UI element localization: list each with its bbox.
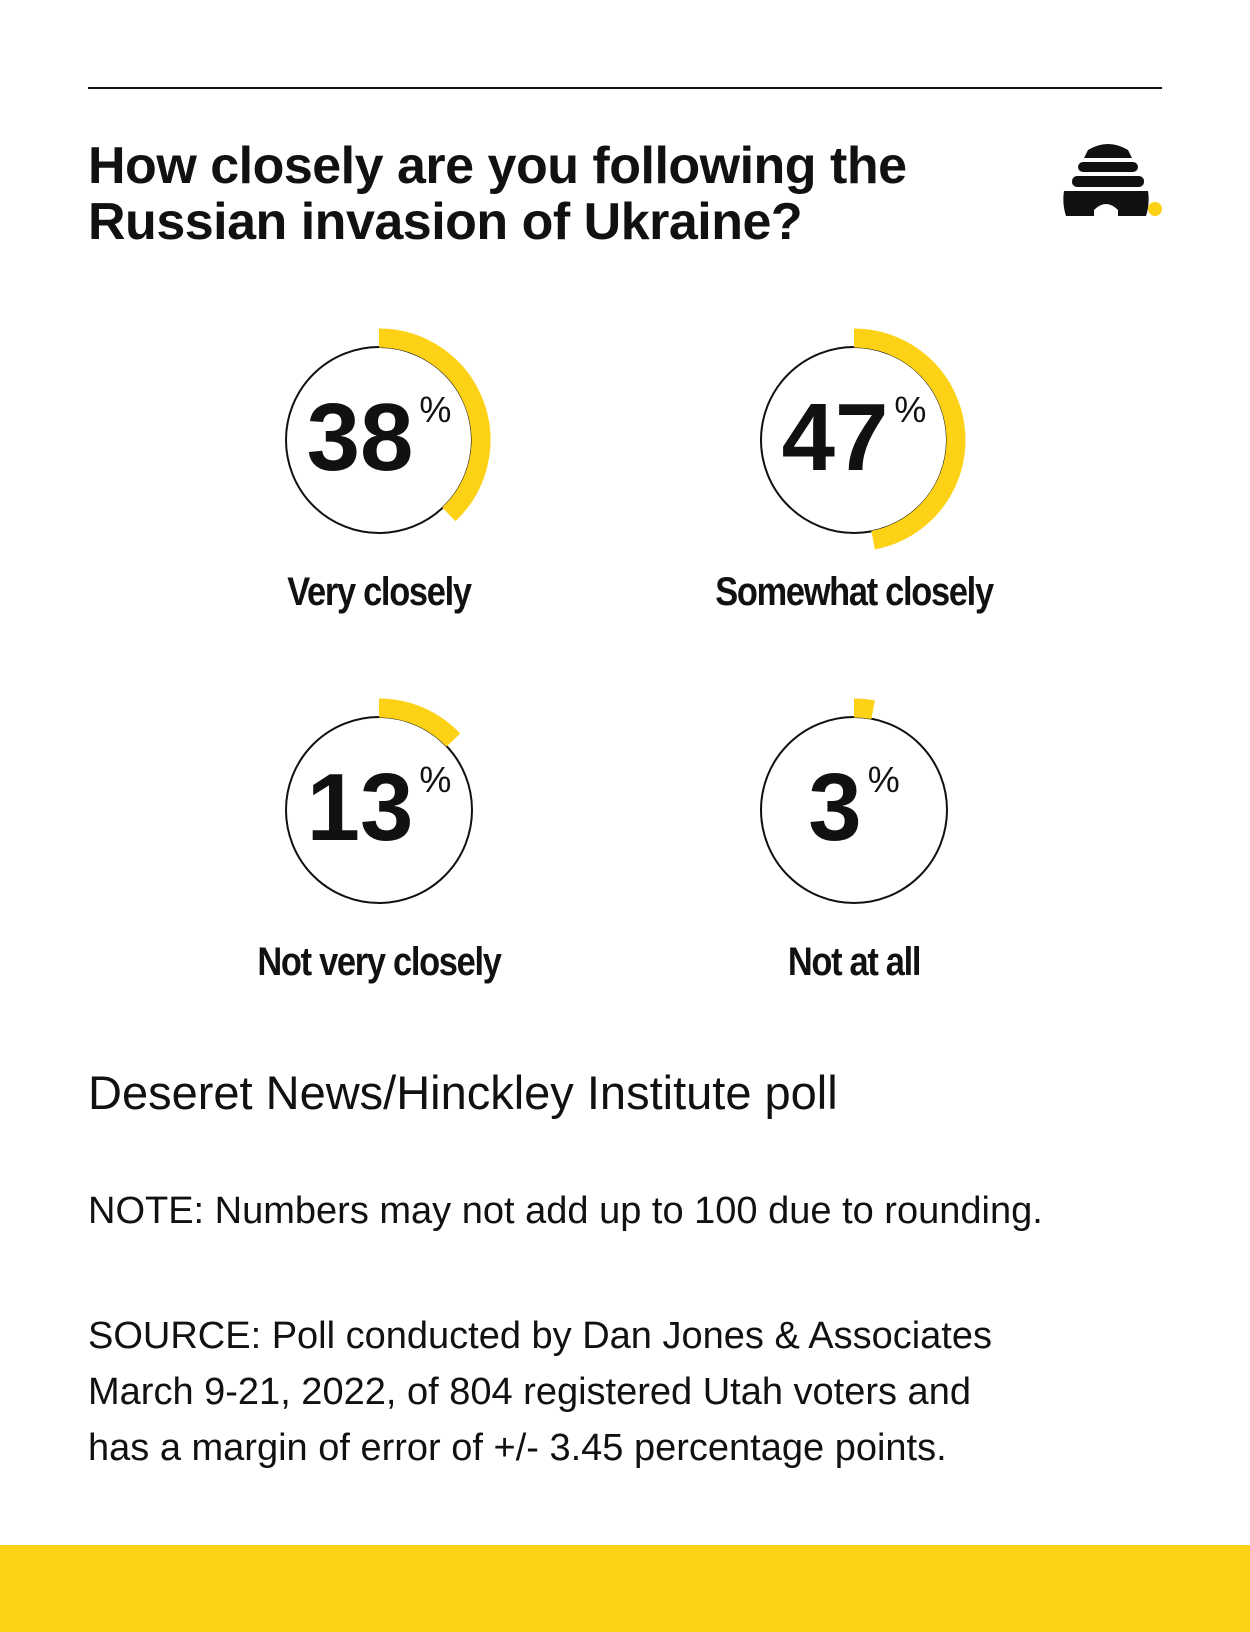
source-note: SOURCE: Poll conducted by Dan Jones & As… — [88, 1308, 1208, 1476]
value-label: 38% — [307, 384, 452, 491]
category-label: Not at all — [787, 940, 922, 984]
source-line: has a margin of error of +/- 3.45 percen… — [88, 1427, 947, 1469]
donut-arc — [378, 328, 491, 522]
donut-arc — [853, 328, 966, 550]
donut-not-very-closely: 13% — [259, 690, 499, 930]
donut-somewhat-closely: 47% — [734, 320, 974, 560]
chart-title: How closely are you following the Russia… — [88, 137, 907, 251]
value-label: 3% — [808, 754, 899, 861]
source-line: SOURCE: Poll conducted by Dan Jones & As… — [88, 1315, 993, 1357]
value-number: 13 — [307, 754, 414, 861]
rounding-note: NOTE: Numbers may not add up to 100 due … — [88, 1190, 1043, 1232]
donut-not-at-all: 3% — [734, 690, 974, 930]
top-rule — [88, 87, 1162, 89]
beehive-icon — [1063, 144, 1162, 216]
logo-dot — [1148, 202, 1162, 216]
percent-sign: % — [419, 389, 451, 430]
value-number: 38 — [307, 384, 414, 491]
donut-arc — [378, 698, 461, 747]
poll-name: Deseret News/Hinckley Institute poll — [88, 1066, 838, 1119]
value-number: 3 — [808, 754, 861, 861]
percent-sign: % — [894, 389, 926, 430]
donut-very-closely: 38% — [259, 320, 499, 560]
source-line: March 9-21, 2022, of 804 registered Utah… — [88, 1371, 971, 1413]
category-label: Very closely — [287, 570, 472, 614]
donut-arc — [853, 698, 875, 720]
percent-sign: % — [419, 759, 451, 800]
category-label: Not very closely — [257, 940, 502, 984]
category-label: Somewhat closely — [715, 570, 994, 614]
footer-bar — [0, 1545, 1250, 1632]
value-label: 47% — [782, 384, 927, 491]
percent-sign: % — [868, 759, 900, 800]
value-number: 47 — [782, 384, 889, 491]
value-label: 13% — [307, 754, 452, 861]
